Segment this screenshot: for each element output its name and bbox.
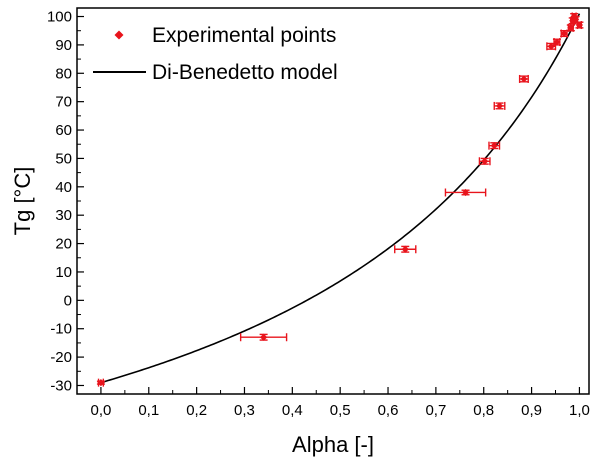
x-tick-label: 0,8 (473, 402, 494, 419)
x-axis-title: Alpha [-] (292, 432, 374, 457)
point-marker (495, 102, 504, 110)
x-tick-label: 0,4 (282, 402, 303, 419)
x-tick-label: 0,3 (234, 402, 255, 419)
y-tick-label: -10 (50, 321, 72, 338)
y-tick-label: -30 (50, 377, 72, 394)
y-tick-label: 0 (64, 292, 72, 309)
x-tick-label: 0,0 (90, 402, 111, 419)
data-point (518, 74, 529, 83)
y-tick-label: 10 (55, 264, 72, 281)
ticks-layer: 0,0 0,1 0,2 0,3 0,4 0,5 0,6 0,7 0,8 0,9 1,0 -30 -20 -… (47, 9, 590, 419)
data-point (444, 188, 487, 197)
y-tick-label: 60 (55, 122, 72, 139)
y-tick-label: 20 (55, 236, 72, 253)
points-layer (96, 12, 584, 387)
y-tick-label: 50 (55, 150, 72, 167)
data-point (575, 21, 584, 30)
x-tick-label: 1,0 (569, 402, 590, 419)
y-tick-label: 70 (55, 94, 72, 111)
point-marker (97, 379, 105, 387)
x-tick-label: 0,9 (521, 402, 542, 419)
y-tick-label: 90 (55, 37, 72, 54)
legend: Experimental points Di-Benedetto model (93, 24, 338, 84)
point-marker (567, 24, 575, 32)
x-tick-label: 0,1 (138, 402, 159, 419)
data-point (571, 15, 580, 24)
data-point (560, 29, 569, 38)
legend-label-experimental: Experimental points (152, 24, 336, 47)
point-marker (401, 245, 409, 253)
model-curve-layer (100, 13, 581, 384)
data-point (239, 333, 288, 342)
data-point (566, 23, 575, 32)
point-marker (569, 17, 577, 25)
data-point (493, 101, 506, 110)
legend-marker-experimental (114, 30, 124, 40)
y-tick-label: 80 (55, 65, 72, 82)
point-marker (560, 29, 568, 38)
x-tick-label: 0,6 (378, 402, 399, 419)
point-marker (490, 142, 498, 150)
point-marker (575, 21, 584, 29)
legend-label-model: Di-Benedetto model (152, 61, 338, 84)
y-tick-label: 100 (47, 9, 72, 26)
point-marker (260, 333, 268, 341)
point-marker (461, 188, 470, 197)
point-marker (520, 75, 528, 83)
point-marker (547, 42, 555, 50)
y-axis-title: Tg [°C] (10, 167, 35, 236)
data-point (488, 141, 501, 150)
data-point (552, 38, 561, 47)
x-tick-label: 0,2 (186, 402, 207, 419)
point-marker (572, 15, 580, 23)
point-marker (553, 38, 561, 46)
y-tick-label: -20 (50, 349, 72, 366)
model-curve (100, 13, 581, 384)
y-tick-label: 30 (55, 207, 72, 224)
data-point (394, 245, 417, 254)
data-point (478, 157, 491, 166)
x-tick-label: 0,5 (330, 402, 351, 419)
point-marker (481, 157, 489, 165)
data-point (96, 378, 105, 387)
x-tick-label: 0,7 (425, 402, 446, 419)
legend-diamond (114, 30, 124, 40)
y-tick-label: 40 (55, 179, 72, 196)
